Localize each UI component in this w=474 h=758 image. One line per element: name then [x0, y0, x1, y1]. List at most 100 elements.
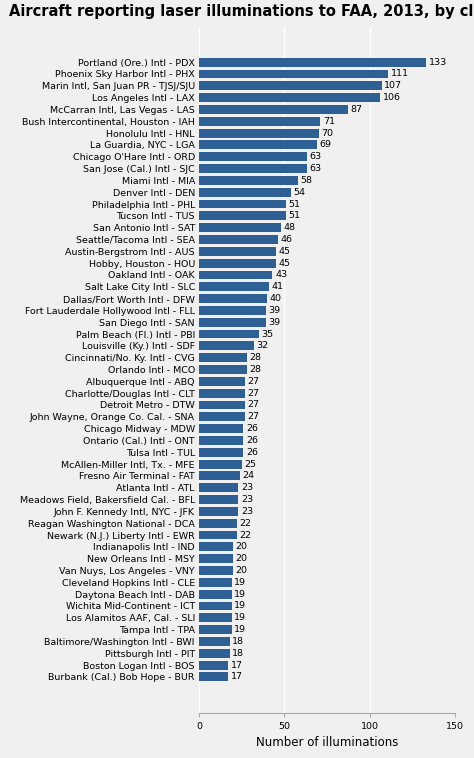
Text: Aircraft reporting laser illuminations to FAA, 2013, by closest airport: Aircraft reporting laser illuminations t…	[9, 4, 474, 19]
Text: 28: 28	[249, 353, 262, 362]
Bar	[199, 578, 231, 587]
Bar	[199, 613, 231, 622]
Text: 63: 63	[309, 152, 321, 161]
Bar	[199, 459, 242, 468]
Text: 43: 43	[275, 271, 287, 280]
Text: 19: 19	[234, 578, 246, 587]
Bar	[199, 365, 247, 374]
Bar	[199, 58, 426, 67]
Text: 106: 106	[383, 93, 401, 102]
Bar	[199, 330, 259, 339]
Text: 22: 22	[239, 518, 251, 528]
Text: 19: 19	[234, 601, 246, 610]
Text: 20: 20	[236, 554, 248, 563]
Text: 26: 26	[246, 424, 258, 433]
Bar	[199, 93, 380, 102]
Bar	[199, 247, 276, 255]
Bar	[199, 341, 254, 350]
Bar	[199, 436, 244, 445]
Bar	[199, 105, 347, 114]
Bar	[199, 176, 298, 185]
Text: 111: 111	[391, 70, 409, 79]
Bar	[199, 117, 320, 126]
Bar	[199, 649, 230, 658]
Bar	[199, 211, 286, 221]
Bar	[199, 661, 228, 669]
Bar	[199, 566, 233, 575]
Text: 20: 20	[236, 543, 248, 551]
Bar	[199, 507, 238, 516]
Text: 32: 32	[256, 341, 268, 350]
Text: 27: 27	[248, 412, 260, 421]
Text: 20: 20	[236, 566, 248, 575]
Bar	[199, 554, 233, 563]
Bar	[199, 389, 245, 398]
Bar	[199, 129, 319, 137]
Bar	[199, 412, 245, 421]
Text: 23: 23	[241, 484, 253, 492]
Text: 25: 25	[244, 459, 256, 468]
Text: 54: 54	[294, 188, 306, 196]
Bar	[199, 353, 247, 362]
Bar	[199, 235, 278, 244]
Text: 69: 69	[319, 140, 331, 149]
X-axis label: Number of illuminations: Number of illuminations	[256, 736, 398, 749]
Bar	[199, 271, 273, 280]
Text: 22: 22	[239, 531, 251, 540]
Bar	[199, 377, 245, 386]
Bar	[199, 543, 233, 551]
Bar	[199, 164, 307, 173]
Text: 27: 27	[248, 389, 260, 398]
Bar	[199, 188, 291, 196]
Text: 17: 17	[231, 672, 243, 681]
Text: 63: 63	[309, 164, 321, 173]
Text: 87: 87	[350, 105, 362, 114]
Text: 40: 40	[270, 294, 282, 303]
Text: 45: 45	[278, 247, 291, 255]
Bar	[199, 531, 237, 540]
Bar	[199, 306, 265, 315]
Text: 48: 48	[283, 223, 296, 232]
Bar	[199, 672, 228, 681]
Text: 51: 51	[289, 199, 301, 208]
Text: 27: 27	[248, 377, 260, 386]
Text: 23: 23	[241, 507, 253, 516]
Text: 70: 70	[321, 129, 333, 138]
Text: 41: 41	[272, 282, 283, 291]
Bar	[199, 637, 230, 646]
Text: 26: 26	[246, 436, 258, 445]
Bar	[199, 294, 267, 303]
Text: 24: 24	[243, 471, 255, 481]
Text: 27: 27	[248, 400, 260, 409]
Bar	[199, 223, 281, 232]
Bar	[199, 602, 231, 610]
Text: 58: 58	[301, 176, 313, 185]
Bar	[199, 199, 286, 208]
Text: 107: 107	[384, 81, 402, 90]
Text: 35: 35	[261, 330, 273, 339]
Bar	[199, 471, 240, 481]
Bar	[199, 590, 231, 599]
Bar	[199, 140, 317, 149]
Text: 19: 19	[234, 613, 246, 622]
Text: 39: 39	[268, 306, 280, 315]
Text: 46: 46	[280, 235, 292, 244]
Text: 26: 26	[246, 448, 258, 457]
Text: 18: 18	[232, 637, 245, 646]
Text: 19: 19	[234, 590, 246, 599]
Text: 19: 19	[234, 625, 246, 634]
Text: 28: 28	[249, 365, 262, 374]
Text: 18: 18	[232, 649, 245, 658]
Bar	[199, 484, 238, 492]
Bar	[199, 518, 237, 528]
Bar	[199, 318, 265, 327]
Bar	[199, 282, 269, 291]
Bar	[199, 495, 238, 504]
Bar	[199, 81, 382, 90]
Bar	[199, 448, 244, 457]
Text: 133: 133	[428, 58, 447, 67]
Text: 39: 39	[268, 318, 280, 327]
Text: 45: 45	[278, 258, 291, 268]
Bar	[199, 424, 244, 433]
Bar	[199, 400, 245, 409]
